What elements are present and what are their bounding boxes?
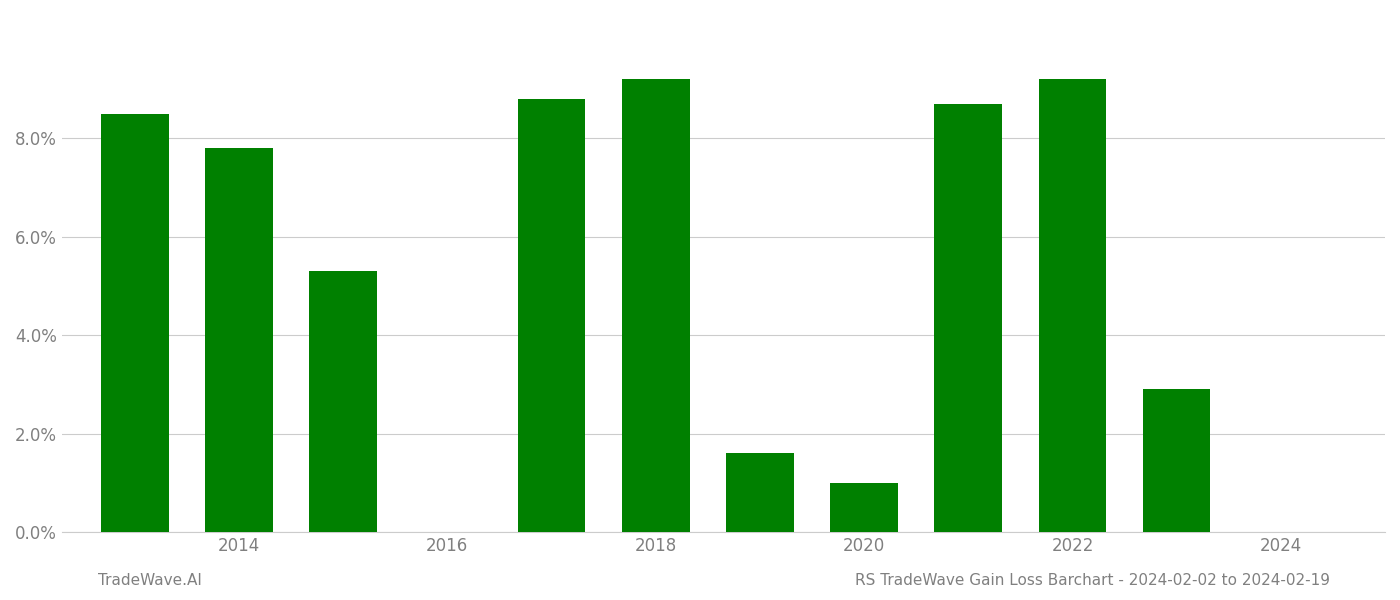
Bar — [309, 271, 377, 532]
Bar — [622, 79, 690, 532]
Text: TradeWave.AI: TradeWave.AI — [98, 573, 202, 588]
Bar — [206, 148, 273, 532]
Bar — [101, 113, 168, 532]
Bar — [518, 99, 585, 532]
Bar — [934, 104, 1002, 532]
Text: RS TradeWave Gain Loss Barchart - 2024-02-02 to 2024-02-19: RS TradeWave Gain Loss Barchart - 2024-0… — [855, 573, 1330, 588]
Bar — [727, 454, 794, 532]
Bar — [1142, 389, 1211, 532]
Bar — [830, 483, 897, 532]
Bar — [1039, 79, 1106, 532]
